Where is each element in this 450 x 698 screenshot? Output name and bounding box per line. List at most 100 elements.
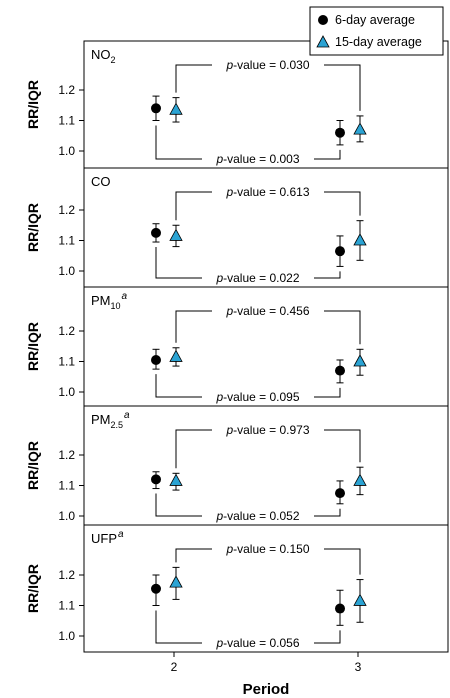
y-tick-label: 1.2 [58,568,75,582]
p-value-top: p-value = 0.456 [225,304,309,318]
y-tick-label: 1.0 [58,144,75,158]
label-bg [212,541,324,557]
triangle-marker [353,473,367,486]
panel-4: PM2.5a 1.0 1.1 1.2 RR/IQR p-value = 0.973 p-va… [25,405,448,524]
legend-label: 15-day average [335,35,422,49]
triangle-marker [169,349,183,362]
panel-label: UFPa [91,529,124,546]
triangle-marker [353,354,367,367]
circle-marker [335,127,345,138]
p-value-bottom: p-value = 0.052 [215,509,299,523]
triangle-marker [353,122,367,135]
panels: NO2 1.0 1.1 1.2 RR/IQR p-value = 0.030 p-value… [25,40,449,653]
legend-entry: 15-day average [316,35,422,49]
circle-marker [335,246,345,257]
fifteen-day-point [353,579,367,623]
panel-2: CO 1.0 1.1 1.2 RR/IQR p-value = 0.613 p-value … [25,167,448,286]
legend-triangle-marker [316,35,330,48]
p-value-top-bracket: p-value = 0.973 [175,422,361,469]
y-tick-label: 1.2 [58,203,75,217]
label-bg [202,151,314,167]
legend-box [309,6,444,56]
six-day-point [151,348,161,370]
label-bg [202,270,314,286]
legend-circle-marker [318,15,328,25]
p-value-bottom: p-value = 0.095 [215,390,299,404]
triangle-marker [353,593,367,606]
six-day-point [335,235,345,267]
fifteen-day-point [353,220,367,261]
six-day-point [151,223,161,243]
triangle-marker [169,228,183,241]
triangle-marker [169,473,183,486]
label-bg [212,303,324,319]
label-bg [202,635,314,651]
p-value-bottom: p-value = 0.022 [215,271,299,285]
label-bg [212,422,324,438]
six-day-point [335,480,345,505]
panel-label: CO [91,174,111,189]
legend: 6-day average 15-day average [309,6,444,56]
y-tick-label: 1.1 [58,479,75,493]
panel-label: NO2 [91,47,116,65]
fifteen-day-point [353,115,367,143]
six-day-point [151,471,161,490]
p-value-top-bracket: p-value = 0.150 [175,541,361,575]
y-axis-label: RR/IQR [25,564,41,613]
fifteen-day-point [169,566,183,600]
p-value-top-bracket: p-value = 0.030 [175,57,361,111]
y-axis-label: RR/IQR [25,322,41,371]
six-day-point [335,589,345,626]
p-value-top-bracket: p-value = 0.613 [175,184,361,221]
x-tick-label: 3 [355,660,362,674]
y-tick-label: 1.1 [58,114,75,128]
p-value-bottom: p-value = 0.056 [215,636,299,650]
label-bg [202,389,314,405]
x-tick-label: 2 [171,660,178,674]
x-axis: 2 3 Period [171,652,362,698]
panel-5: UFPa 1.0 1.1 1.2 RR/IQR p-value = 0.150 p-valu… [25,524,448,651]
six-day-point [151,95,161,121]
triangle-marker [169,102,183,115]
label-bg [212,184,324,200]
y-axis-label: RR/IQR [25,203,41,252]
p-value-bottom-bracket: p-value = 0.052 [155,493,341,524]
circle-marker [151,474,161,485]
y-tick-label: 1.2 [58,83,75,97]
triangle-marker [169,575,183,588]
p-value-top: p-value = 0.973 [225,423,309,437]
fifteen-day-point [169,347,183,367]
x-axis-label: Period [243,681,290,698]
panel-3: PM10a 1.0 1.1 1.2 RR/IQR p-value = 0.456 p-val… [25,286,448,405]
p-value-top: p-value = 0.613 [225,185,309,199]
panel-label: PM10a [91,291,128,311]
circle-marker [335,603,345,614]
p-value-top-bracket: p-value = 0.456 [175,303,361,345]
label-bg [202,508,314,524]
y-tick-label: 1.0 [58,629,75,643]
fifteen-day-point [169,472,183,491]
y-tick-label: 1.1 [58,355,75,369]
plot-frame [83,40,449,653]
p-value-bottom-bracket: p-value = 0.095 [155,374,341,405]
panel-1: NO2 1.0 1.1 1.2 RR/IQR p-value = 0.030 p-value… [25,47,367,167]
fifteen-day-point [169,224,183,248]
six-day-point [151,574,161,606]
y-tick-label: 1.0 [58,385,75,399]
circle-marker [151,103,161,114]
p-value-bottom-bracket: p-value = 0.022 [155,247,341,286]
triangle-marker [353,233,367,246]
y-axis-label: RR/IQR [25,441,41,490]
y-tick-label: 1.2 [58,448,75,462]
circle-marker [335,488,345,499]
y-tick-label: 1.1 [58,599,75,613]
y-tick-label: 1.1 [58,234,75,248]
y-tick-label: 1.0 [58,509,75,523]
p-value-bottom-bracket: p-value = 0.056 [155,610,341,651]
panel-label: PM2.5a [91,410,130,430]
p-value-top: p-value = 0.030 [225,58,309,72]
y-tick-label: 1.2 [58,324,75,338]
fifteen-day-point [169,97,183,123]
circle-marker [151,354,161,365]
